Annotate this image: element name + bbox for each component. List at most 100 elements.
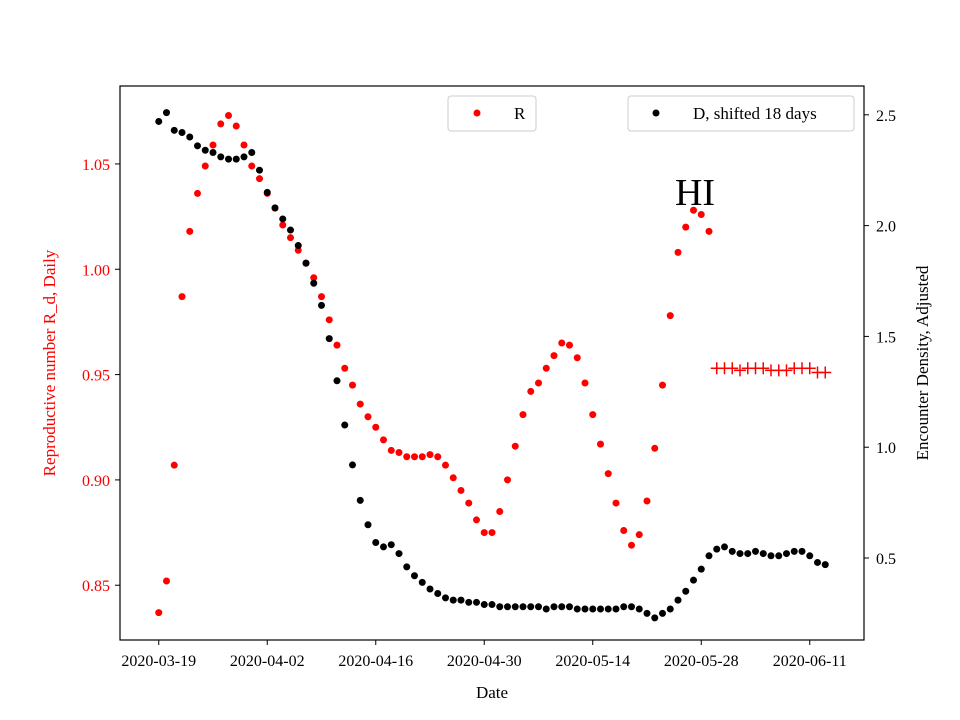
x-tick-label: 2020-05-28: [664, 653, 739, 670]
point-r: [155, 609, 163, 617]
point-r: [333, 341, 341, 349]
point-r: [542, 364, 550, 372]
point-d: [457, 596, 465, 604]
point-r: [643, 497, 651, 505]
point-d: [612, 605, 620, 613]
point-d: [442, 594, 449, 602]
point-d: [310, 279, 318, 287]
point-r: [395, 449, 403, 457]
plot-frame: [119, 85, 865, 641]
point-d: [759, 550, 767, 558]
legend-d-marker: [652, 109, 660, 117]
point-d: [744, 550, 752, 558]
point-r: [426, 451, 434, 459]
point-d: [519, 603, 527, 611]
x-tick-label: 2020-04-02: [230, 653, 305, 670]
point-d: [287, 226, 294, 234]
point-r: [287, 234, 294, 242]
point-d: [411, 572, 418, 580]
point-d: [651, 614, 659, 622]
point-d: [814, 558, 821, 566]
point-d: [790, 547, 798, 555]
point-d: [620, 603, 628, 611]
point-r-projected: [819, 366, 832, 379]
point-d: [643, 609, 651, 617]
point-d: [325, 335, 333, 343]
point-d: [659, 609, 666, 617]
y-right-tick-label: 1.0: [876, 440, 896, 457]
point-d: [217, 153, 225, 161]
point-d: [163, 109, 170, 117]
point-d: [628, 603, 635, 611]
point-d: [449, 596, 457, 604]
point-d: [302, 259, 310, 267]
y-right-tick-label: 2.5: [876, 108, 896, 125]
point-d: [721, 543, 728, 551]
x-axis-title: Date: [476, 683, 508, 702]
point-r: [457, 486, 465, 494]
point-r: [325, 316, 333, 324]
point-r: [279, 221, 287, 229]
point-d: [380, 543, 387, 551]
point-r: [674, 248, 682, 256]
point-r: [659, 381, 666, 389]
point-d: [263, 188, 271, 196]
point-d: [395, 550, 403, 558]
y-right-tick-label: 1.5: [876, 329, 896, 346]
point-r-projected: [726, 362, 739, 375]
point-r: [240, 141, 248, 149]
x-tick-label: 2020-04-30: [447, 653, 522, 670]
y-axis-left: 0.85 0.90 0.95 1.00 1.05: [82, 157, 120, 595]
point-r: [318, 293, 325, 301]
point-d: [473, 598, 480, 606]
point-r: [248, 162, 256, 170]
point-d: [566, 603, 573, 611]
point-d: [504, 603, 511, 611]
x-tick-label: 2020-06-11: [773, 653, 847, 670]
point-r: [628, 541, 635, 549]
point-d: [666, 605, 674, 613]
point-d: [589, 605, 597, 613]
point-d: [318, 301, 325, 309]
point-d: [155, 117, 163, 125]
point-d: [387, 541, 395, 549]
point-d: [752, 547, 759, 555]
point-r: [310, 274, 318, 282]
point-d: [697, 565, 705, 573]
y-right-tick-label: 0.5: [876, 551, 896, 568]
point-r: [473, 516, 480, 524]
point-r: [573, 354, 581, 362]
point-d: [511, 603, 519, 611]
point-d: [271, 204, 279, 212]
point-d: [558, 603, 566, 611]
point-r: [581, 379, 589, 387]
point-d: [186, 133, 194, 141]
point-d: [713, 545, 721, 553]
x-tick-label: 2020-04-16: [338, 653, 413, 670]
point-r: [225, 111, 232, 119]
point-d: [690, 576, 697, 584]
point-r: [364, 413, 372, 421]
point-r: [612, 499, 620, 507]
point-r: [372, 423, 380, 431]
point-r: [194, 189, 201, 197]
point-d: [240, 153, 248, 161]
point-d: [581, 605, 589, 613]
point-r: [519, 411, 527, 419]
point-r: [341, 364, 349, 372]
point-r: [697, 210, 705, 218]
point-d: [535, 603, 542, 611]
point-d: [434, 589, 442, 597]
point-r: [232, 122, 240, 130]
point-r: [209, 141, 217, 149]
y-left-tick-label: 0.95: [82, 368, 110, 385]
point-r: [635, 531, 643, 539]
point-r: [256, 175, 263, 183]
x-tick-label: 2020-03-19: [121, 653, 196, 670]
point-d: [232, 155, 240, 163]
point-r: [380, 436, 387, 444]
y-left-tick-label: 0.90: [82, 473, 110, 490]
y-left-tick-label: 1.00: [82, 262, 110, 279]
point-d: [783, 550, 790, 558]
point-r: [411, 453, 418, 461]
